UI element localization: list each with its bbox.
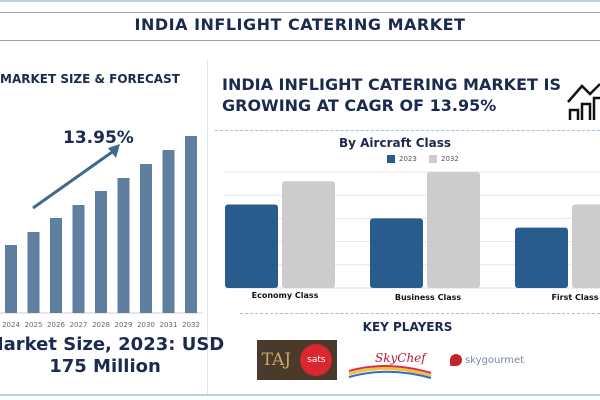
x-tick-label: 2029 (115, 321, 133, 329)
divider (207, 60, 208, 395)
bar-2028 (95, 191, 107, 313)
trend-arrow (32, 148, 116, 210)
aircraft-class-chart (225, 171, 600, 289)
bar-economy-class-2023 (225, 204, 278, 288)
bar-2027 (72, 205, 85, 313)
category-label: Business Class (394, 293, 462, 302)
x-tick-label: 2032 (182, 321, 200, 329)
bar-2029 (117, 178, 130, 313)
taj-sats-logo: TAJ sats (257, 340, 337, 380)
forecast-subtitle: MARKET SIZE & FORECAST (0, 72, 180, 86)
legend-swatch (387, 155, 395, 163)
bar-business-class-2032 (427, 172, 480, 288)
bar-2025 (27, 232, 40, 313)
forecast-chart: 2024 2025 2026 2027 2028 2029 2030 2031 2032 (0, 136, 203, 329)
cagr-headline: INDIA INFLIGHT CATERING MARKET IS GROWIN… (222, 74, 562, 116)
bar-business-class-2023 (370, 218, 423, 288)
page-title: INDIA INFLIGHT CATERING MARKET (134, 15, 466, 34)
category-label: Economy Class (251, 291, 319, 300)
headline-line1: INDIA INFLIGHT CATERING MARKET IS (222, 75, 561, 94)
legend-label: 2023 (399, 155, 417, 163)
section-divider (240, 313, 600, 314)
x-tick-label: 2031 (160, 321, 178, 329)
x-tick-label: 2025 (25, 321, 43, 329)
bar-2031 (162, 150, 175, 313)
bar-2026 (50, 218, 62, 313)
bottom-rule (0, 394, 600, 396)
headline-line2: GROWING AT CAGR OF 13.95% (222, 96, 497, 115)
cagr-annotation: 13.95% (63, 128, 134, 148)
market-size-line1: Market Size, 2023: USD (0, 334, 225, 355)
svg-text:SkyChef: SkyChef (375, 351, 428, 365)
arrow-head-icon (108, 144, 120, 158)
market-size-text: Market Size, 2023: USD 175 Million (0, 334, 240, 378)
skychef-logo: SkyChef (348, 351, 432, 379)
chart-title: By Aircraft Class (338, 136, 452, 150)
legend-swatch (429, 155, 437, 163)
x-tick-label: 2024 (2, 321, 20, 329)
bar-2032 (185, 136, 197, 313)
top-rule (0, 0, 600, 2)
legend-item-2032: 2032 (429, 155, 459, 163)
x-tick-label: 2026 (47, 321, 65, 329)
legend-item-2023: 2023 (387, 155, 417, 163)
legend-label: 2032 (441, 155, 459, 163)
skygourmet-logo: skygourmet (450, 340, 530, 380)
key-players-title: KEY PLAYERS (362, 320, 453, 334)
bar-2030 (140, 164, 152, 313)
x-tick-label: 2028 (92, 321, 110, 329)
title-band (0, 12, 600, 41)
bar-2024 (5, 245, 17, 313)
x-tick-label: 2030 (137, 321, 155, 329)
market-size-line2: 175 Million (49, 356, 161, 377)
growth-chart-icon (567, 83, 600, 120)
x-tick-label: 2027 (70, 321, 88, 329)
bar-first-class-2023 (515, 227, 568, 288)
bar-economy-class-2032 (282, 181, 335, 288)
bar-first-class-2032 (572, 204, 600, 288)
section-divider (215, 130, 600, 131)
category-label: First Class (551, 293, 599, 302)
strawberry-icon (450, 354, 462, 366)
